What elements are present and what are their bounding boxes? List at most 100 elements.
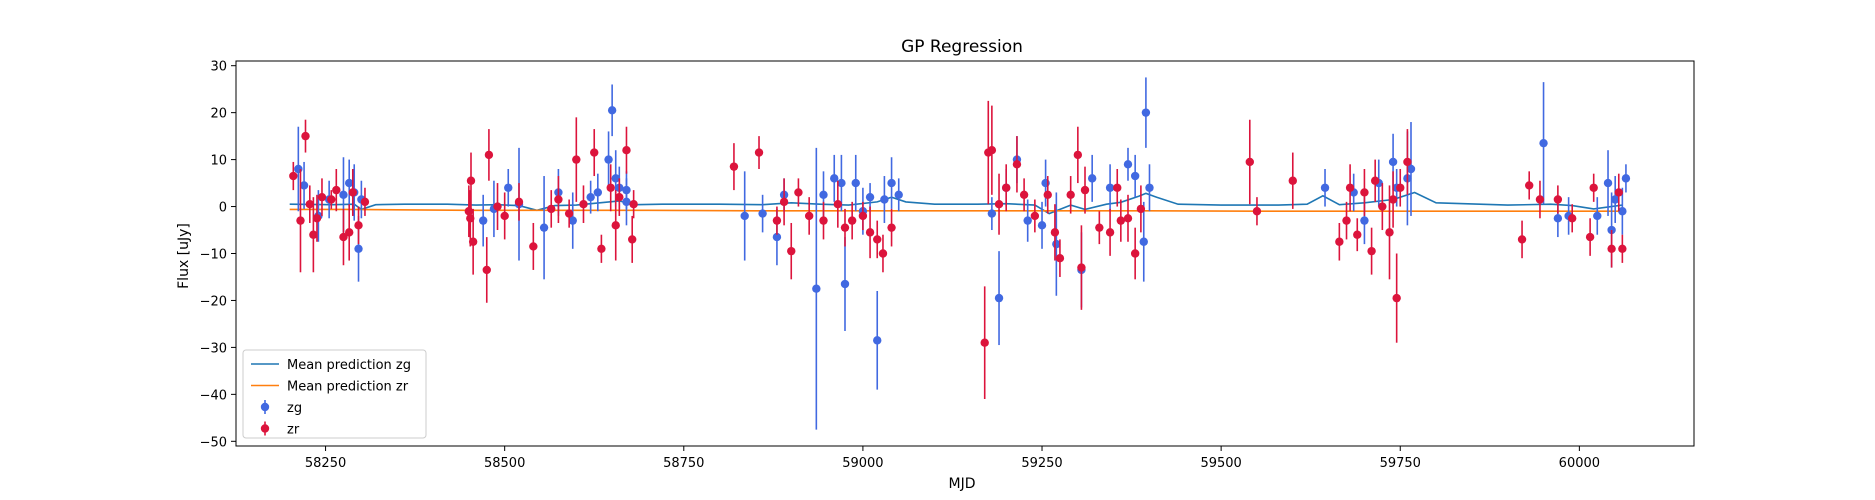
zg-point	[478, 216, 488, 225]
zr-point	[332, 185, 341, 195]
zr-point	[847, 216, 857, 225]
zr-point	[878, 249, 888, 258]
legend-entry: zr	[260, 421, 300, 438]
y-tick-label: 30	[210, 60, 227, 75]
zr-point	[611, 221, 620, 230]
zr-point	[309, 230, 318, 239]
zr-point	[1392, 293, 1401, 303]
zr-point	[1388, 195, 1398, 204]
zr-point	[794, 188, 803, 197]
zr-point	[1130, 249, 1140, 258]
zg-point	[622, 197, 631, 207]
legend-box	[242, 349, 427, 439]
legend-label: Mean prediction zg	[287, 358, 411, 373]
zr-point	[1136, 204, 1146, 214]
y-tick-label: −20	[200, 294, 227, 309]
zr-point	[547, 204, 556, 214]
zr-point	[572, 155, 581, 164]
zr-point	[994, 200, 1004, 209]
zg-point	[830, 174, 839, 183]
legend-label: zg	[287, 401, 302, 416]
y-tick-label: −40	[200, 388, 227, 403]
zr-point	[354, 221, 363, 230]
zg-point	[865, 192, 875, 202]
zr-point	[327, 195, 336, 204]
zg-point	[604, 155, 613, 164]
zg-point	[819, 190, 828, 200]
zg-point	[1406, 164, 1416, 174]
zr-point	[858, 211, 868, 221]
y-axis-title: Flux [uJy]	[176, 223, 192, 289]
legend: Mean prediction zg Mean prediction zr zg zr	[242, 349, 427, 439]
zr-point	[1050, 228, 1060, 237]
zr-point	[317, 192, 327, 202]
zr-point	[787, 246, 796, 256]
zr-point	[500, 211, 509, 221]
zg-point	[873, 336, 882, 345]
zg-point	[607, 106, 617, 115]
zr-point	[1360, 188, 1369, 197]
zr-point	[1043, 190, 1052, 200]
zr-point	[348, 188, 357, 197]
zg-point	[1139, 237, 1148, 246]
x-axis-title: MJD	[949, 476, 976, 492]
zg-point	[504, 183, 513, 192]
zr-point	[1116, 216, 1126, 225]
zr-point	[482, 265, 491, 275]
zr-point	[980, 338, 989, 347]
zr-point	[1618, 244, 1627, 254]
y-tick-label: 20	[210, 107, 227, 122]
zr-point	[301, 131, 310, 141]
zg-point	[1123, 160, 1133, 169]
zr-point	[1252, 207, 1262, 216]
plot-area	[235, 60, 1695, 447]
zr-point	[579, 200, 588, 209]
y-tick-label: −50	[200, 435, 227, 450]
y-tick-label: 10	[210, 154, 227, 169]
zr-point	[628, 235, 637, 244]
x-tick-label: 58250	[305, 456, 346, 471]
zr-point	[1367, 246, 1376, 256]
zr-point	[468, 237, 478, 246]
zg-point	[987, 209, 997, 218]
legend-label: Mean prediction zr	[287, 380, 409, 395]
zg-point	[740, 211, 749, 221]
zg-point	[837, 178, 846, 188]
zr-point	[1568, 214, 1577, 223]
zr-point	[360, 197, 370, 207]
zg-point	[1141, 108, 1151, 117]
zr-point	[1245, 157, 1254, 167]
zr-point	[779, 197, 789, 207]
zr-point	[772, 216, 782, 225]
zg-point	[1539, 138, 1548, 148]
zr-point	[1095, 223, 1104, 232]
x-tick-label: 58500	[484, 456, 525, 471]
series-zr	[289, 100, 1627, 400]
zr-point	[1080, 185, 1090, 195]
zg-point	[758, 209, 767, 218]
zr-point	[865, 228, 875, 237]
zr-point	[629, 200, 638, 209]
zg-point	[812, 284, 821, 293]
zg-point	[1023, 216, 1032, 225]
zg-point	[1388, 157, 1398, 167]
zg-point	[593, 188, 603, 197]
zr-point	[1335, 237, 1344, 246]
zr-point	[873, 235, 882, 244]
zg-point	[568, 216, 577, 225]
zr-point	[1345, 183, 1355, 192]
zr-point	[1535, 195, 1545, 204]
legend-label: zr	[287, 423, 300, 438]
zr-point	[1589, 183, 1598, 192]
y-tick-label: 0	[219, 201, 227, 216]
zg-point	[894, 190, 903, 200]
series-mean-prediction-zr	[289, 208, 1623, 212]
zr-point	[754, 148, 764, 157]
zg-point	[1360, 216, 1369, 225]
zg-point	[1105, 183, 1115, 192]
zg-point	[1087, 174, 1097, 183]
zr-point	[819, 216, 828, 225]
zg-point	[539, 223, 549, 232]
zg-point	[840, 279, 850, 289]
legend-entry: Mean prediction zg	[251, 358, 411, 373]
